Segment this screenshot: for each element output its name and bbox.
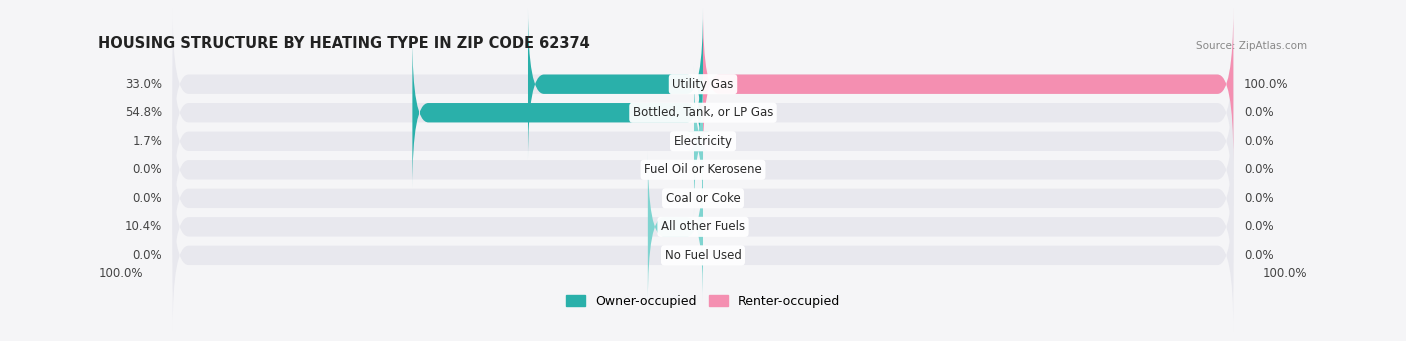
Text: 54.8%: 54.8% xyxy=(125,106,162,119)
FancyBboxPatch shape xyxy=(173,179,1233,331)
Text: Utility Gas: Utility Gas xyxy=(672,78,734,91)
FancyBboxPatch shape xyxy=(173,94,1233,246)
Legend: Owner-occupied, Renter-occupied: Owner-occupied, Renter-occupied xyxy=(561,290,845,313)
Text: 100.0%: 100.0% xyxy=(98,267,143,280)
FancyBboxPatch shape xyxy=(648,151,703,303)
Text: No Fuel Used: No Fuel Used xyxy=(665,249,741,262)
FancyBboxPatch shape xyxy=(173,65,1233,217)
Text: Coal or Coke: Coal or Coke xyxy=(665,192,741,205)
Text: 0.0%: 0.0% xyxy=(1244,163,1274,176)
FancyBboxPatch shape xyxy=(173,37,1233,189)
Text: 100.0%: 100.0% xyxy=(1263,267,1308,280)
Text: 0.0%: 0.0% xyxy=(1244,135,1274,148)
FancyBboxPatch shape xyxy=(703,8,1233,160)
FancyBboxPatch shape xyxy=(173,122,1233,274)
FancyBboxPatch shape xyxy=(412,37,703,189)
Text: Electricity: Electricity xyxy=(673,135,733,148)
Text: Source: ZipAtlas.com: Source: ZipAtlas.com xyxy=(1197,41,1308,51)
Text: 0.0%: 0.0% xyxy=(132,163,162,176)
Text: 1.7%: 1.7% xyxy=(132,135,162,148)
Text: All other Fuels: All other Fuels xyxy=(661,220,745,233)
Text: 0.0%: 0.0% xyxy=(132,192,162,205)
FancyBboxPatch shape xyxy=(173,151,1233,303)
Text: 0.0%: 0.0% xyxy=(1244,249,1274,262)
FancyBboxPatch shape xyxy=(529,8,703,160)
Text: 33.0%: 33.0% xyxy=(125,78,162,91)
Text: Bottled, Tank, or LP Gas: Bottled, Tank, or LP Gas xyxy=(633,106,773,119)
Text: 0.0%: 0.0% xyxy=(1244,106,1274,119)
Text: Fuel Oil or Kerosene: Fuel Oil or Kerosene xyxy=(644,163,762,176)
Text: 10.4%: 10.4% xyxy=(125,220,162,233)
Text: 0.0%: 0.0% xyxy=(1244,192,1274,205)
Text: 100.0%: 100.0% xyxy=(1244,78,1288,91)
Text: HOUSING STRUCTURE BY HEATING TYPE IN ZIP CODE 62374: HOUSING STRUCTURE BY HEATING TYPE IN ZIP… xyxy=(98,36,591,51)
Text: 0.0%: 0.0% xyxy=(132,249,162,262)
FancyBboxPatch shape xyxy=(688,65,710,217)
Text: 0.0%: 0.0% xyxy=(1244,220,1274,233)
FancyBboxPatch shape xyxy=(173,8,1233,160)
